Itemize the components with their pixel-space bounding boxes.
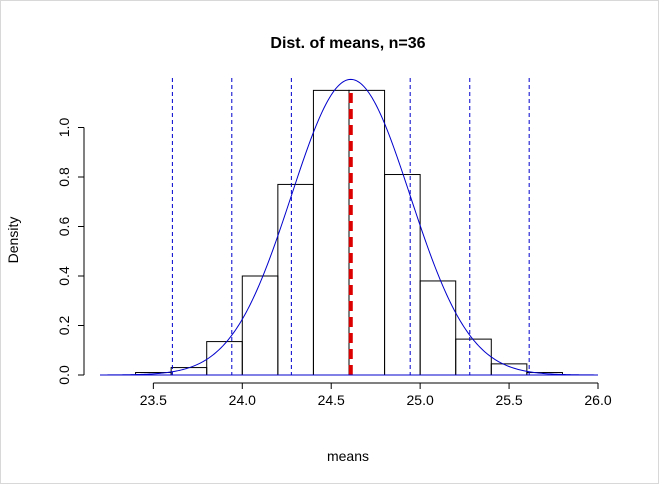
y-tick-label-4: 0.8 (56, 167, 72, 187)
histogram-bar-2 (206, 341, 243, 376)
y-axis-label: Density (5, 217, 21, 264)
histogram-bar-9 (455, 338, 492, 376)
histogram-bar-10 (490, 363, 528, 376)
y-axis: 0.0 0.2 0.4 0.6 0.8 1.0 (56, 118, 85, 385)
x-tick-label-4: 25.5 (495, 392, 522, 408)
x-axis: 23.5 24.0 24.5 25.0 25.5 26.0 (140, 382, 612, 408)
y-tick-label-0: 0.0 (56, 365, 72, 385)
histogram-bar-7 (384, 174, 421, 376)
y-tick-label-5: 1.0 (56, 118, 72, 138)
x-tick-label-5: 26.0 (584, 392, 611, 408)
histogram-bar-8 (419, 280, 457, 376)
y-tick-label-1: 0.2 (56, 316, 72, 336)
chart-title: Dist. of means, n=36 (270, 35, 425, 52)
histogram-bar-3 (241, 275, 279, 376)
histogram-bar-4 (277, 183, 314, 376)
sd-lines-group (171, 78, 530, 375)
x-axis-label: means (327, 448, 369, 464)
histogram-bar-6 (348, 89, 386, 376)
x-tick-label-1: 24.0 (229, 392, 256, 408)
x-tick-label-2: 24.5 (318, 392, 345, 408)
y-tick-label-2: 0.4 (56, 266, 72, 286)
x-tick-label-3: 25.0 (407, 392, 434, 408)
histogram-bar-5 (312, 89, 350, 376)
normal-curve (100, 78, 599, 376)
y-tick-label-3: 0.6 (56, 217, 72, 237)
x-tick-label-0: 23.5 (140, 392, 167, 408)
